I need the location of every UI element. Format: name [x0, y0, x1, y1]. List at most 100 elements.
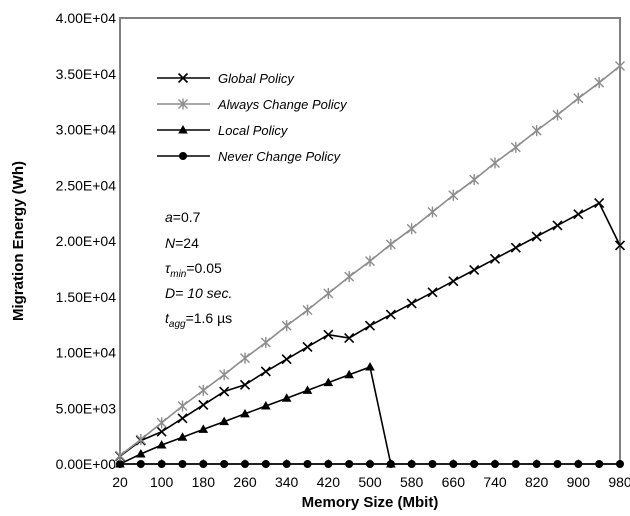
y-tick-label: 2.00E+04	[56, 233, 117, 249]
x-tick-label: 820	[525, 474, 549, 490]
y-tick-label: 1.00E+04	[56, 345, 117, 361]
y-tick-label: 3.50E+04	[56, 66, 117, 82]
global-policy-point	[344, 332, 355, 344]
local-policy-point	[261, 401, 271, 410]
global-policy-point	[219, 386, 230, 397]
never-change-policy-point	[366, 460, 374, 468]
global-policy-point	[177, 413, 188, 424]
global-policy-point	[385, 309, 396, 320]
series-local-policy	[115, 361, 396, 468]
annotation-t: tagg=1.6 µs	[165, 310, 232, 330]
always-change-policy-point	[552, 109, 563, 121]
series-layer	[114, 60, 626, 468]
global-policy-point	[323, 329, 334, 340]
never-change-policy-point	[616, 460, 624, 468]
x-tick-label: 980	[608, 474, 630, 490]
never-change-policy-point	[199, 460, 208, 468]
local-policy-point	[177, 432, 188, 441]
always-change-policy-point	[385, 238, 396, 250]
always-change-policy-point	[531, 125, 542, 137]
never-change-policy-point	[136, 460, 145, 468]
local-policy-point	[344, 369, 354, 379]
annotation-n-symbol: N	[165, 235, 176, 251]
series-always-change-policy	[115, 60, 625, 462]
x-tick-label: 100	[150, 474, 174, 490]
x-tick-label: 340	[275, 474, 299, 490]
never-change-policy-point	[157, 460, 166, 468]
always-change-policy-point	[344, 271, 355, 283]
never-change-policy-point	[511, 460, 520, 468]
legend-swatch-marker	[177, 72, 189, 84]
never-change-policy-point	[449, 460, 458, 468]
global-policy-point	[302, 341, 313, 352]
x-tick-label: 20	[112, 474, 128, 490]
y-axis-ticks: 0.00E+00 5.00E+03 1.00E+04 1.50E+04 2.00E+04…	[56, 10, 117, 472]
never-change-policy-point	[241, 460, 249, 468]
x-tick-label: 260	[233, 474, 257, 490]
x-tick-label: 420	[317, 474, 341, 490]
local-policy-point	[281, 393, 292, 402]
x-axis-title: Memory Size (Mbit)	[302, 494, 439, 511]
x-axis-ticks: 20 100 180 260 340 420 500 580 660 740 820 900 980	[112, 459, 630, 490]
annotation-tau-symbol: τ	[165, 260, 171, 276]
global-policy-point	[281, 354, 292, 365]
always-change-policy-point	[240, 352, 250, 364]
local-policy-point	[240, 408, 250, 418]
never-change-policy-point	[178, 460, 187, 468]
legend-item-local-policy: Local Policy	[157, 123, 289, 138]
global-policy-point	[489, 253, 501, 264]
y-axis-title: Migration Energy (Wh)	[10, 161, 27, 321]
always-change-policy-point	[469, 174, 480, 186]
always-change-policy-point	[594, 77, 605, 89]
always-change-policy-point	[573, 92, 584, 104]
legend-label: Always Change Policy	[217, 97, 348, 112]
local-policy-point	[198, 424, 209, 433]
never-change-policy-point	[553, 460, 562, 468]
never-change-policy-point	[303, 460, 312, 468]
annotation-a-value: =0.7	[173, 209, 201, 225]
local-policy-point	[115, 459, 125, 468]
legend-swatch-marker	[178, 125, 188, 134]
legend-label: Local Policy	[218, 123, 289, 138]
annotation-d-symbol: D	[165, 285, 175, 301]
annotation-d-value: = 10 sec.	[175, 285, 232, 301]
always-change-policy-point	[177, 400, 188, 412]
annotation-tau-value: =0.05	[186, 260, 222, 276]
global-policy-point	[427, 287, 438, 298]
x-tick-label: 660	[442, 474, 466, 490]
always-change-policy-point	[219, 369, 230, 381]
y-tick-label: 5.00E+03	[56, 400, 117, 416]
y-tick-label: 2.50E+04	[56, 177, 117, 193]
legend-swatch-marker	[178, 98, 188, 110]
legend-swatch-marker	[179, 152, 187, 160]
series-never-change-policy	[116, 460, 624, 468]
y-tick-label: 1.50E+04	[56, 289, 117, 305]
always-change-policy-point	[281, 320, 292, 332]
legend: Global Policy Always Change Policy Local P…	[157, 71, 348, 164]
y-tick-label: 4.00E+04	[56, 10, 117, 26]
always-change-policy-point	[365, 255, 375, 267]
annotation-t-subscript: agg	[169, 319, 186, 330]
never-change-policy-point	[261, 460, 270, 468]
annotation-t-value: =1.6 µs	[186, 310, 233, 326]
always-change-policy-point	[490, 157, 500, 169]
global-policy-point	[614, 240, 626, 251]
annotation-n-value: =24	[175, 235, 199, 251]
never-change-policy-point	[595, 460, 604, 468]
local-policy-point	[323, 377, 334, 387]
legend-item-never-change-policy: Never Change Policy	[157, 149, 342, 164]
local-policy-point	[365, 361, 375, 371]
annotation-tau: τmin=0.05	[165, 260, 222, 280]
always-change-policy-point	[323, 287, 334, 299]
always-change-policy-point	[198, 384, 209, 396]
legend-label: Global Policy	[218, 71, 295, 86]
global-policy-point	[594, 198, 605, 209]
local-policy-point	[386, 459, 396, 468]
always-change-policy-point	[615, 60, 625, 72]
global-policy-point	[531, 231, 542, 242]
annotation-t-symbol: t	[165, 310, 170, 326]
never-change-policy-point	[220, 460, 229, 468]
annotation-tau-subscript: min	[170, 269, 187, 280]
always-change-policy-point	[406, 223, 417, 235]
always-change-policy-point	[427, 206, 438, 218]
